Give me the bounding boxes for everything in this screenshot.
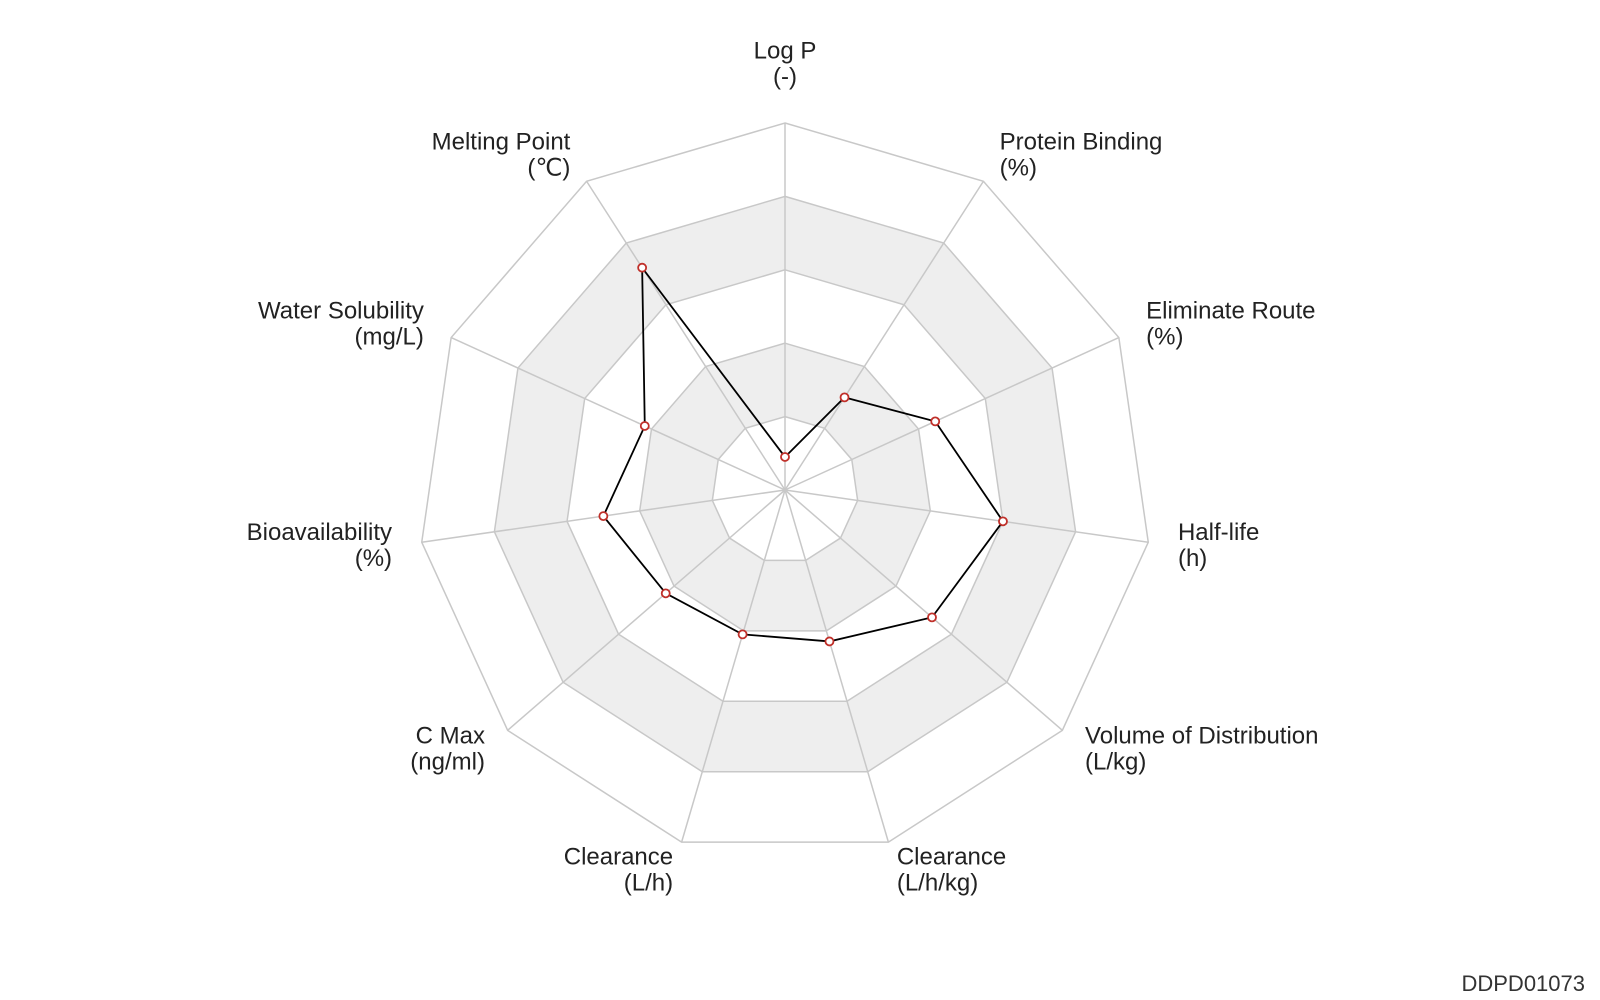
- indicator-unit: (mg/L): [355, 323, 424, 350]
- axis-spoke: [784, 336, 1120, 491]
- axis-spoke: [784, 489, 1063, 731]
- axis-spoke: [784, 489, 890, 843]
- axis-spoke: [784, 489, 1149, 543]
- indicator-name: Half-life: [1178, 519, 1259, 546]
- axis-spoke: [450, 336, 786, 491]
- axis-spoke: [680, 489, 786, 843]
- series-line: [602, 264, 1005, 643]
- indicator-name: Log P: [754, 37, 817, 64]
- indicator-name: Water Solubility: [258, 297, 424, 324]
- data-point: [598, 511, 609, 522]
- data-point: [824, 636, 835, 647]
- indicator-unit: (%): [1146, 323, 1183, 350]
- indicator-unit: (%): [1000, 154, 1037, 181]
- indicator-name: Volume of Distribution: [1085, 722, 1318, 749]
- indicator-unit: (h): [1178, 545, 1207, 572]
- data-point: [637, 262, 648, 273]
- data-point: [839, 392, 850, 403]
- footer-id: DDPD01073: [1461, 971, 1585, 996]
- indicator-unit: (℃): [527, 154, 570, 181]
- indicator-unit: (L/h/kg): [897, 869, 978, 896]
- data-point: [780, 452, 790, 462]
- axis-spoke: [585, 180, 786, 491]
- data-point: [639, 421, 650, 431]
- indicator-name: Protein Binding: [1000, 128, 1163, 155]
- axis-spoke: [784, 180, 985, 491]
- indicator-unit: (%): [355, 545, 392, 572]
- indicator-unit: (-): [773, 63, 797, 90]
- indicator-name: Melting Point: [432, 128, 571, 155]
- indicator-name: Bioavailability: [247, 519, 392, 546]
- indicator-unit: (L/kg): [1085, 748, 1146, 775]
- axis-spoke: [507, 489, 786, 731]
- indicator-name: C Max: [416, 722, 485, 749]
- data-point: [927, 612, 937, 623]
- indicator-unit: (ng/ml): [410, 748, 485, 775]
- data-point: [737, 629, 748, 640]
- indicator-name: Clearance: [564, 843, 673, 870]
- indicator-unit: (L/h): [624, 869, 673, 896]
- data-point: [998, 516, 1008, 527]
- indicator-name: Clearance: [897, 843, 1006, 870]
- data-point: [660, 588, 671, 599]
- indicator-name: Eliminate Route: [1146, 297, 1315, 324]
- data-point: [930, 416, 941, 427]
